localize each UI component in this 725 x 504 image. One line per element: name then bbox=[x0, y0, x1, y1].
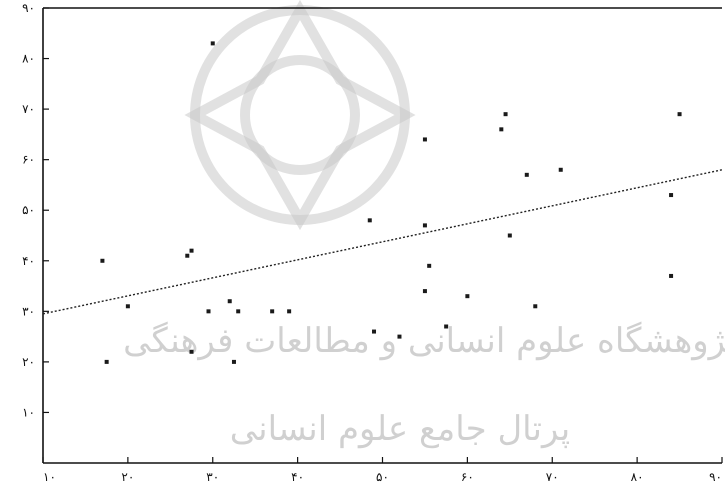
x-tick-label: ۹۰ bbox=[709, 470, 722, 484]
y-tick-label: ۸۰ bbox=[22, 52, 35, 66]
watermark-text: پرتال جامع علوم انسانی bbox=[230, 409, 570, 449]
y-tick-label: ۳۰ bbox=[22, 304, 35, 318]
data-point bbox=[422, 137, 427, 142]
y-tick-label: ۹۰ bbox=[22, 1, 35, 15]
data-point bbox=[270, 309, 275, 314]
trendline-group bbox=[42, 169, 723, 315]
x-tick-label: ۲۰ bbox=[121, 470, 134, 484]
data-point bbox=[189, 248, 194, 253]
y-tick-label: ۷۰ bbox=[22, 102, 35, 116]
data-point bbox=[524, 172, 529, 177]
data-point bbox=[422, 289, 427, 294]
x-tick-label: ۱۰ bbox=[43, 470, 56, 484]
y-tick-label: ۴۰ bbox=[22, 254, 35, 268]
data-point bbox=[236, 309, 241, 314]
x-tick-label: ۴۰ bbox=[291, 470, 304, 484]
scatter-series bbox=[100, 41, 682, 364]
y-tick-label: ۶۰ bbox=[22, 153, 35, 167]
data-point bbox=[372, 329, 377, 334]
data-point bbox=[669, 193, 674, 198]
data-point bbox=[231, 359, 236, 364]
data-point bbox=[210, 41, 215, 46]
data-point bbox=[227, 299, 232, 304]
data-point bbox=[185, 253, 190, 258]
data-point bbox=[100, 258, 105, 263]
data-point bbox=[533, 304, 538, 309]
data-point bbox=[503, 112, 508, 117]
data-point bbox=[189, 349, 194, 354]
axes bbox=[42, 7, 722, 464]
data-point bbox=[444, 324, 449, 329]
y-tick-label: ۲۰ bbox=[22, 355, 35, 369]
data-point bbox=[558, 167, 563, 172]
x-ticks: ۱۰ ۲۰ ۳۰ ۴۰ ۵۰ ۶۰ ۷۰ ۸۰ ۹۰ bbox=[42, 457, 723, 484]
y-tick-label: ۵۰ bbox=[22, 203, 35, 217]
data-point bbox=[669, 273, 674, 278]
watermark-text: پژوهشگاه علوم انسانی و مطالعات فرهنگی bbox=[123, 321, 725, 361]
x-tick-label: ۳۰ bbox=[206, 470, 219, 484]
x-tick-label: ۵۰ bbox=[376, 470, 389, 484]
data-point bbox=[367, 218, 372, 223]
data-point bbox=[104, 359, 109, 364]
trendline bbox=[42, 169, 723, 315]
data-point bbox=[465, 294, 470, 299]
data-point bbox=[507, 233, 512, 238]
data-point bbox=[499, 127, 504, 132]
y-tick-label: ۱۰ bbox=[22, 405, 35, 419]
data-point bbox=[427, 263, 432, 268]
watermark: پژوهشگاه علوم انسانی و مطالعات فرهنگی پر… bbox=[123, 0, 725, 449]
y-ticks: ۱۰ ۲۰ ۳۰ ۴۰ ۵۰ ۶۰ ۷۰ ۸۰ ۹۰ bbox=[22, 1, 49, 419]
data-point bbox=[397, 334, 402, 339]
data-point bbox=[422, 223, 427, 228]
data-point bbox=[206, 309, 211, 314]
x-tick-label: ۶۰ bbox=[461, 470, 474, 484]
data-point bbox=[287, 309, 292, 314]
x-tick-label: ۷۰ bbox=[546, 470, 559, 484]
data-point bbox=[125, 304, 130, 309]
x-tick-label: ۸۰ bbox=[631, 470, 644, 484]
data-point bbox=[677, 112, 682, 117]
watermark-emblem bbox=[184, 0, 416, 231]
